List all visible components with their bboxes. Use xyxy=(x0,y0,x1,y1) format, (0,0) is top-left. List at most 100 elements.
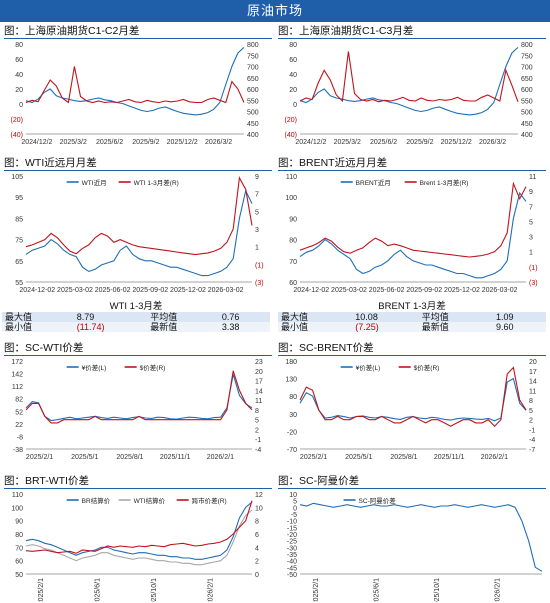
chart-sc-c1c3: 80 60 40 20 0 (20) (40) 800 750 700 650 600 550 500 45… xyxy=(276,40,548,150)
y-left-tick-label: 130 xyxy=(285,377,297,384)
chart-brt-wti: 110 100 90 80 70 60 50 12 10 8 6 4 2 0 2025/2/1 2025/6/… xyxy=(2,490,274,602)
y-right-tick-label: 7 xyxy=(529,204,533,211)
y-right-tick-label: 5 xyxy=(255,418,259,425)
legend-label: ¥价差(L) xyxy=(356,363,381,372)
series-line xyxy=(25,176,253,256)
y-right-tick-label: 9 xyxy=(255,174,259,181)
y-right-tick-label: 400 xyxy=(521,132,533,139)
legend-label: WTI 1-3月差(R) xyxy=(134,178,179,187)
x-tick-label: 2025/2/1 xyxy=(313,578,320,602)
wti-last-label: 最新值 xyxy=(150,322,178,332)
legend-label: WTI结算价 xyxy=(134,496,166,505)
chart-brent-spread: 110 100 90 80 70 60 11 9 7 5 3 1 (1) (3) 2024-12-02 202… xyxy=(276,172,548,300)
series-line xyxy=(25,66,245,104)
x-tick-label: 2026/2/1 xyxy=(207,578,214,602)
y-left-tick-label: 5 xyxy=(293,499,297,506)
y-right-tick-label: 23 xyxy=(255,359,263,366)
y-right-tick-label: -1 xyxy=(529,427,535,434)
legend-label: SC-阿曼价差 xyxy=(359,496,397,505)
y-left-tick-label: (40) xyxy=(285,132,297,139)
y-right-tick-label: 17 xyxy=(529,369,537,376)
brent-avg-value: 1.09 xyxy=(496,312,514,322)
panel-title-sc-c1c3: 图：上海原油期货C1-C3月差 xyxy=(278,24,546,39)
chart-sc-c1c2: 80 60 40 20 0 (20) (40) 800 750 700 650 600 550 500 45… xyxy=(2,40,274,150)
y-left-tick-label: 0 xyxy=(293,505,297,512)
x-tick-label: 2025/6/2 xyxy=(370,139,397,146)
y-left-tick-label: -20 xyxy=(287,429,297,436)
y-right-tick-label: 650 xyxy=(247,76,259,83)
y-left-tick-label: 22 xyxy=(15,422,23,429)
y-right-tick-label: 8 xyxy=(529,398,533,405)
wti-last-value: 3.38 xyxy=(221,322,240,332)
x-tick-label: 2025/10/1 xyxy=(151,578,158,602)
y-right-tick-label: 5 xyxy=(529,408,533,415)
x-tick-label: 2025-12-02 xyxy=(444,287,480,294)
x-tick-label: 2025/6/1 xyxy=(94,578,101,602)
series-line xyxy=(25,46,245,116)
legend-label: BRENT近月 xyxy=(356,178,391,187)
y-left-tick-label: 95 xyxy=(15,195,23,202)
wti-stats-table: WTI 1-3月差 最大值 8.79 平均值 0.76 最小值 (11.74) 最新值 3.… xyxy=(2,301,270,332)
panel-title-sc-wti: 图：SC-WTI价差 xyxy=(4,341,272,356)
y-right-tick-label: 20 xyxy=(529,359,537,366)
y-right-tick-label: 450 xyxy=(247,121,259,128)
chart-sc-wti: 172 142 112 82 52 22 -8 -38 23 20 17 14 11 8 5 2 -1 -4 202… xyxy=(2,357,274,469)
y-right-tick-label: 600 xyxy=(247,87,259,94)
x-tick-label: 2026/3/2 xyxy=(479,139,506,146)
x-tick-label: 2025/6/2 xyxy=(96,139,123,146)
wti-min-value: (11.74) xyxy=(76,322,105,332)
legend: BRENT近月 Brent 1-3月差(R) xyxy=(340,178,468,187)
y-left-tick-label: (40) xyxy=(11,132,23,139)
y-right-tick-label: 550 xyxy=(521,98,533,105)
x-tick-label: 2026/2/1 xyxy=(481,454,508,461)
brent-stats-table: BRENT 1-3月差 最大值 10.08 平均值 1.09 最小值 (7.25) 最新值… xyxy=(278,301,546,332)
legend: WTI近月 WTI 1-3月差(R) xyxy=(66,178,179,187)
x-tick-label: 2025-06-02 xyxy=(95,287,131,294)
x-tick-label: 2026/2/1 xyxy=(495,578,502,602)
y-left-tick-label: 172 xyxy=(11,359,23,366)
x-tick-label: 2025/6/1 xyxy=(374,578,381,602)
panel-title-sc-c1c2: 图：上海原油期货C1-C2月差 xyxy=(4,24,272,39)
y-right-tick-label: 11 xyxy=(529,174,536,181)
y-left-tick-label: -25 xyxy=(287,539,297,546)
x-tick-label: 2024/12/2 xyxy=(295,139,326,146)
x-tick-label: 2025/2/1 xyxy=(300,454,327,461)
series-line xyxy=(25,374,253,422)
wti-avg-value: 0.76 xyxy=(221,312,240,322)
y-left-tick-label: 90 xyxy=(15,519,23,526)
y-right-tick-label: -7 xyxy=(529,447,535,454)
y-left-tick-label: 10 xyxy=(289,492,297,499)
legend-label: $价差(R) xyxy=(140,363,166,372)
y-right-tick-label: 6 xyxy=(255,532,259,539)
y-right-tick-label: 500 xyxy=(247,110,259,117)
chart-wti-spread: 105 95 85 75 65 55 9 7 5 3 1 (1) (3) 2024-12-02 2025-0… xyxy=(2,172,274,300)
panel-title-brt-wti: 图：BRT-WTI价差 xyxy=(4,474,272,489)
y-right-tick-label: 12 xyxy=(255,492,263,499)
y-left-tick-label: 100 xyxy=(285,195,297,202)
y-right-tick-label: 650 xyxy=(521,76,533,83)
y-right-tick-label: 2 xyxy=(529,418,533,425)
x-tick-label: 2025/8/1 xyxy=(116,454,143,461)
y-right-tick-label: 750 xyxy=(521,53,533,60)
x-tick-label: 2026/3/2 xyxy=(205,139,232,146)
y-left-tick-label: -40 xyxy=(287,559,297,566)
y-left-tick-label: 90 xyxy=(289,216,297,223)
wti-table-caption: WTI 1-3月差 xyxy=(109,301,163,312)
brent-last-value: 9.60 xyxy=(496,322,514,332)
y-left-tick-label: 110 xyxy=(286,174,297,181)
legend-label: 跨市价差(R) xyxy=(192,496,227,505)
y-right-tick-label: (3) xyxy=(255,280,264,287)
y-right-tick-label: 700 xyxy=(247,65,259,72)
x-tick-label: 2025-09-02 xyxy=(132,287,168,294)
y-left-tick-label: (20) xyxy=(285,117,297,124)
y-right-tick-label: 550 xyxy=(247,98,259,105)
brent-table-caption: BRENT 1-3月差 xyxy=(378,301,446,312)
y-right-tick-label: 4 xyxy=(255,545,259,552)
y-right-tick-label: -4 xyxy=(255,447,261,454)
y-right-tick-label: 3 xyxy=(255,227,259,234)
y-right-tick-label: 1 xyxy=(255,245,259,252)
x-tick-label: 2025/3/2 xyxy=(60,139,87,146)
axes: 80 60 40 20 0 (20) (40) 800 750 700 650 600 550 500 45… xyxy=(11,42,259,146)
y-left-tick-label: 112 xyxy=(12,384,23,391)
